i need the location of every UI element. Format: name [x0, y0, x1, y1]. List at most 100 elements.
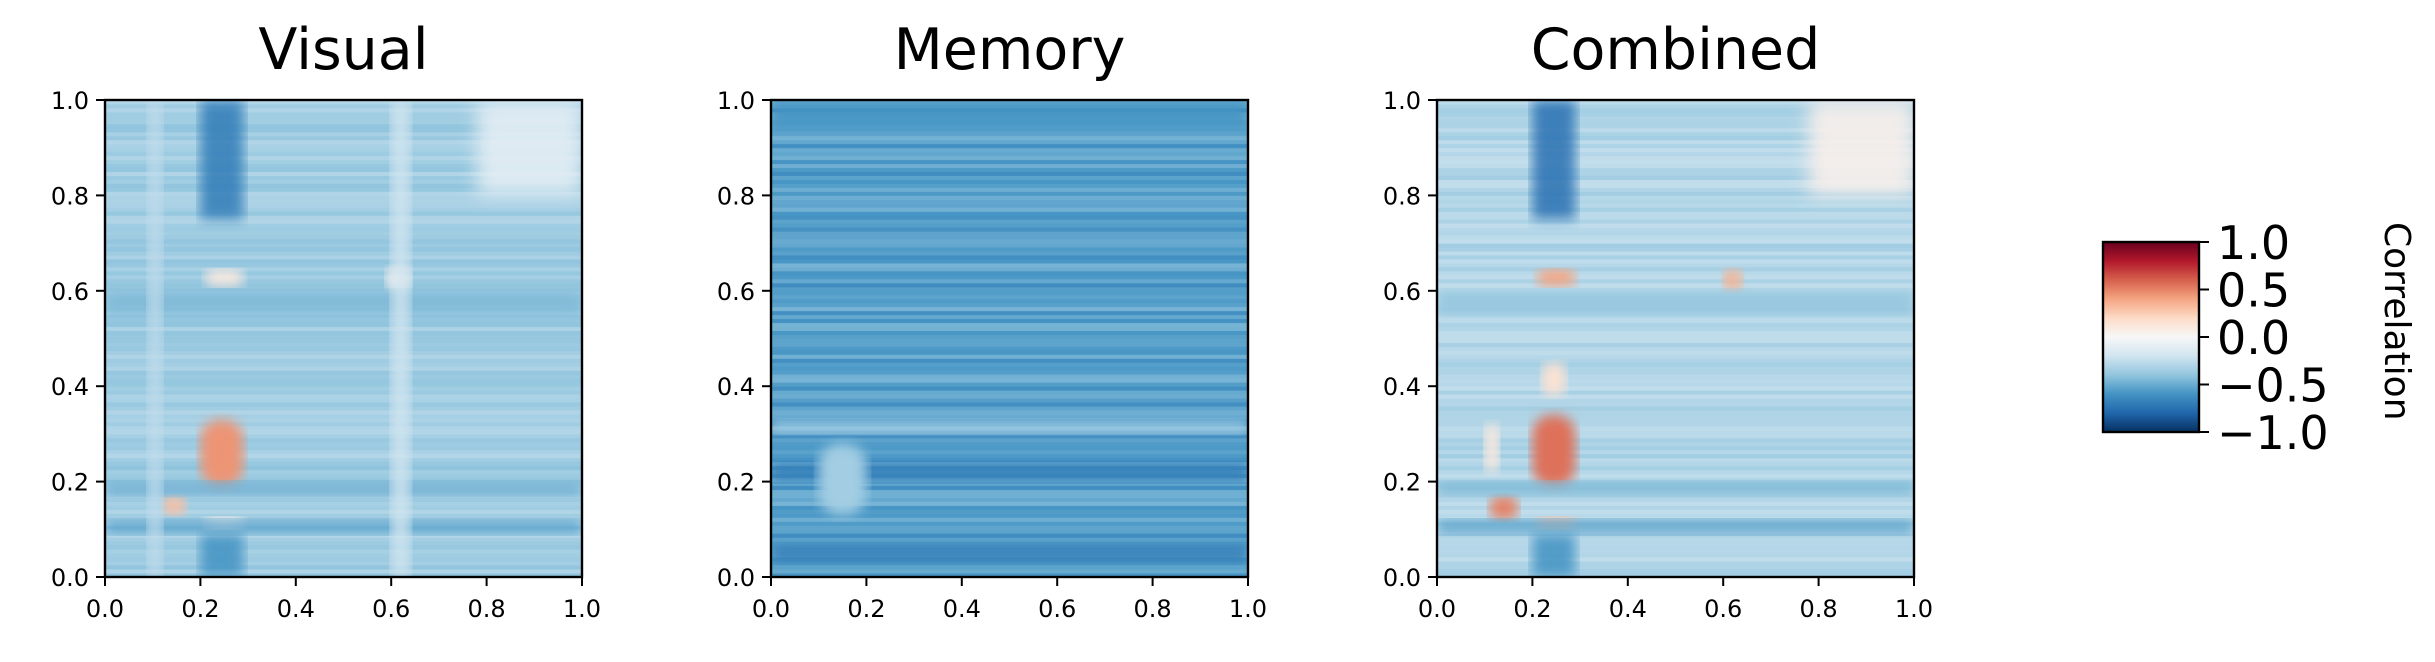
heatmap-stripe [1437, 199, 1914, 204]
heatmap-stripe [105, 227, 582, 232]
heatmap-stripe [105, 441, 582, 447]
heatmap-stripe [771, 171, 1248, 177]
heatmap-stripe [1437, 326, 1914, 332]
heatmap-hband [1437, 519, 1914, 535]
panel-combined: 0.0 0.2 0.4 0.6 0.8 1.0 0.0 0.2 0.4 0.6 0.8 1.0 [1383, 87, 1933, 623]
heatmap-stripe [105, 573, 582, 577]
heatmap-stripe [1437, 537, 1914, 542]
heatmap-stripe [771, 286, 1248, 292]
heatmap-stripe [105, 247, 582, 252]
heatmap-stripe [771, 346, 1248, 351]
heatmap-stripes [1437, 100, 1914, 577]
heatmap-stripe [105, 155, 582, 161]
y-tick-label: 0.2 [1383, 469, 1421, 497]
heatmap-stripe [1437, 115, 1914, 121]
x-tick-label: 0.4 [277, 595, 315, 623]
heatmap-stripe [771, 509, 1248, 514]
heatmap-stripe [1437, 386, 1914, 391]
axes-frame [103, 98, 584, 579]
heatmap-stripe [105, 135, 582, 141]
y-tick-label: 1.0 [717, 87, 755, 115]
heatmap-vband [200, 100, 244, 220]
heatmap-stripe [105, 151, 582, 157]
heatmap-stripe [1437, 270, 1914, 276]
x-tick-label: 0.6 [1704, 595, 1742, 623]
heatmap-stripe [105, 191, 582, 196]
heatmap-stripe [1437, 557, 1914, 562]
heatmap-stripe [771, 541, 1248, 546]
heatmap-stripe [105, 505, 582, 510]
heatmap-stripe [771, 378, 1248, 383]
heatmap-stripe [771, 290, 1248, 296]
y-tick-label: 1.0 [1383, 87, 1421, 115]
heatmap-image [105, 100, 582, 577]
heatmap-stripe [105, 457, 582, 463]
heatmap-stripe [105, 330, 582, 336]
heatmap-stripe [105, 429, 582, 435]
heatmap-stripe [771, 167, 1248, 173]
heatmap-stripe [1437, 223, 1914, 228]
heatmap-stripe [1437, 497, 1914, 502]
heatmap-stripe [105, 107, 582, 113]
heatmap-stripe [1437, 449, 1914, 455]
heatmap-vband [1532, 100, 1576, 220]
heatmap-stripe [1437, 151, 1914, 157]
heatmap-stripe [105, 203, 582, 208]
heatmap-stripe [771, 521, 1248, 526]
heatmap-stripe [1437, 247, 1914, 252]
x-tick-label: 0.8 [1134, 595, 1172, 623]
heatmap-stripe [105, 477, 582, 483]
heatmap-stripe [771, 406, 1248, 411]
heatmap-stripe [105, 183, 582, 188]
x-tick-label: 0.6 [372, 595, 410, 623]
heatmap-stripe [105, 115, 582, 121]
heatmap-hband [105, 519, 582, 535]
heatmap-stripe [1437, 445, 1914, 451]
y-tick-label: 0.4 [1383, 373, 1421, 401]
heatmap-stripe [1437, 143, 1914, 149]
heatmap-blob [1484, 424, 1500, 473]
heatmap-stripe [771, 318, 1248, 324]
heatmap-stripe [771, 505, 1248, 510]
heatmap-stripe [1437, 175, 1914, 180]
heatmap-stripe [771, 569, 1248, 574]
heatmap-stripe [1437, 282, 1914, 288]
y-tick-label: 0.8 [717, 182, 755, 210]
heatmap-stripe [771, 489, 1248, 495]
heatmap-stripe [1437, 370, 1914, 375]
heatmap-stripe [771, 231, 1248, 236]
colorbar-tick-label: −1.0 [2217, 406, 2329, 460]
heatmap-stripe [105, 374, 582, 379]
heatmap-stripe [105, 111, 582, 117]
heatmap-hband [1437, 481, 1914, 496]
heatmap-stripe [105, 103, 582, 109]
heatmap-stripe [105, 553, 582, 558]
heatmap-stripe [105, 163, 582, 169]
heatmap-stripe [105, 421, 582, 427]
heatmap-stripe [1437, 461, 1914, 467]
x-tick-label: 0.2 [847, 595, 885, 623]
heatmap-stripe [1437, 259, 1914, 264]
heatmap-stripe [771, 255, 1248, 260]
heatmap-stripe [771, 314, 1248, 320]
heatmap-stripe [1437, 183, 1914, 188]
heatmap-stripe [771, 243, 1248, 248]
y-tick-label: 0.0 [51, 564, 89, 592]
x-tick-label: 1.0 [1229, 595, 1267, 623]
x-tick-label: 0.0 [752, 595, 790, 623]
heatmap-hband [771, 543, 1248, 563]
heatmap-stripe [105, 497, 582, 502]
heatmap-stripe [105, 418, 582, 423]
heatmap-stripe [1437, 139, 1914, 145]
heatmap-stripe [771, 247, 1248, 252]
heatmap-stripe [1437, 457, 1914, 463]
heatmap-stripe [1437, 390, 1914, 395]
heatmap-stripe [771, 135, 1248, 141]
heatmap-stripe [1437, 545, 1914, 550]
heatmap-stripe [1437, 569, 1914, 574]
heatmap-stripe [771, 457, 1248, 463]
heatmap-hband [1437, 290, 1914, 315]
heatmap-stripe [1437, 147, 1914, 153]
heatmap-stripe [105, 223, 582, 228]
